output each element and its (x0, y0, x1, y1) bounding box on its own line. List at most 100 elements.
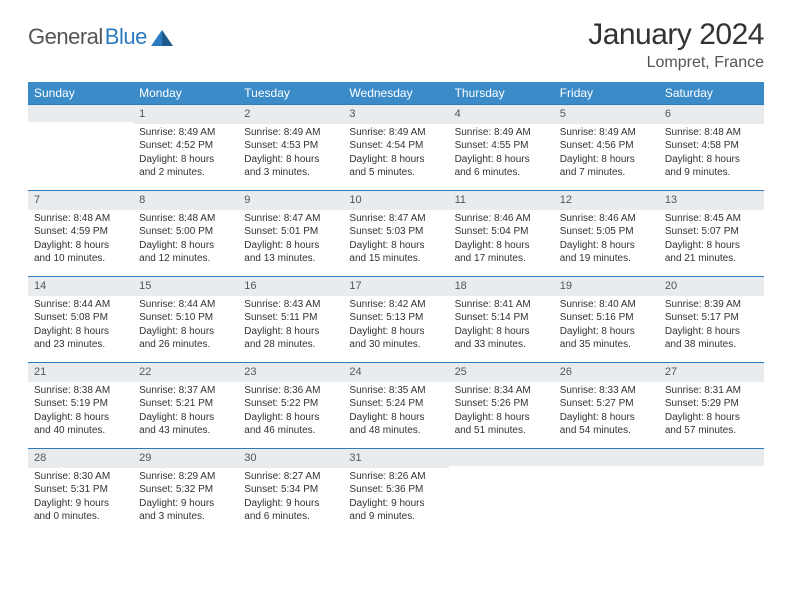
calendar-day-cell: 25Sunrise: 8:34 AMSunset: 5:26 PMDayligh… (449, 362, 554, 448)
calendar-day-cell: 8Sunrise: 8:48 AMSunset: 5:00 PMDaylight… (133, 190, 238, 276)
daylight-text: Daylight: 8 hours and 51 minutes. (455, 411, 548, 438)
sunset-text: Sunset: 5:24 PM (349, 397, 442, 411)
day-number-bar: 10 (343, 190, 448, 210)
calendar-week-row: 1Sunrise: 8:49 AMSunset: 4:52 PMDaylight… (28, 104, 764, 190)
day-body: Sunrise: 8:35 AMSunset: 5:24 PMDaylight:… (343, 382, 448, 442)
day-number-bar: 19 (554, 276, 659, 296)
sunrise-text: Sunrise: 8:46 AM (455, 212, 548, 226)
sunrise-text: Sunrise: 8:42 AM (349, 298, 442, 312)
daylight-text: Daylight: 9 hours and 9 minutes. (349, 497, 442, 524)
sunrise-text: Sunrise: 8:41 AM (455, 298, 548, 312)
day-number-bar: 6 (659, 104, 764, 124)
daylight-text: Daylight: 8 hours and 12 minutes. (139, 239, 232, 266)
daylight-text: Daylight: 8 hours and 17 minutes. (455, 239, 548, 266)
daylight-text: Daylight: 8 hours and 19 minutes. (560, 239, 653, 266)
sunset-text: Sunset: 5:03 PM (349, 225, 442, 239)
weekday-header: Monday (133, 82, 238, 104)
sunset-text: Sunset: 5:26 PM (455, 397, 548, 411)
sunrise-text: Sunrise: 8:31 AM (665, 384, 758, 398)
logo: GeneralBlue (28, 24, 173, 50)
calendar-day-cell: 30Sunrise: 8:27 AMSunset: 5:34 PMDayligh… (238, 448, 343, 534)
sunset-text: Sunset: 4:55 PM (455, 139, 548, 153)
day-body: Sunrise: 8:48 AMSunset: 4:59 PMDaylight:… (28, 210, 133, 270)
day-number-bar: 17 (343, 276, 448, 296)
sunset-text: Sunset: 5:22 PM (244, 397, 337, 411)
calendar-day-cell (554, 448, 659, 534)
sunrise-text: Sunrise: 8:44 AM (34, 298, 127, 312)
sunrise-text: Sunrise: 8:27 AM (244, 470, 337, 484)
daylight-text: Daylight: 8 hours and 54 minutes. (560, 411, 653, 438)
calendar-day-cell: 31Sunrise: 8:26 AMSunset: 5:36 PMDayligh… (343, 448, 448, 534)
daylight-text: Daylight: 8 hours and 26 minutes. (139, 325, 232, 352)
sunset-text: Sunset: 5:17 PM (665, 311, 758, 325)
daylight-text: Daylight: 8 hours and 46 minutes. (244, 411, 337, 438)
day-number-bar: 1 (133, 104, 238, 124)
sunset-text: Sunset: 5:36 PM (349, 483, 442, 497)
weekday-header: Thursday (449, 82, 554, 104)
calendar-day-cell: 10Sunrise: 8:47 AMSunset: 5:03 PMDayligh… (343, 190, 448, 276)
day-body: Sunrise: 8:41 AMSunset: 5:14 PMDaylight:… (449, 296, 554, 356)
sunrise-text: Sunrise: 8:49 AM (455, 126, 548, 140)
daylight-text: Daylight: 8 hours and 21 minutes. (665, 239, 758, 266)
day-body: Sunrise: 8:49 AMSunset: 4:53 PMDaylight:… (238, 124, 343, 184)
daylight-text: Daylight: 8 hours and 13 minutes. (244, 239, 337, 266)
day-number-bar: 26 (554, 362, 659, 382)
calendar-day-cell: 16Sunrise: 8:43 AMSunset: 5:11 PMDayligh… (238, 276, 343, 362)
daylight-text: Daylight: 8 hours and 57 minutes. (665, 411, 758, 438)
sunrise-text: Sunrise: 8:49 AM (349, 126, 442, 140)
calendar-day-cell: 13Sunrise: 8:45 AMSunset: 5:07 PMDayligh… (659, 190, 764, 276)
calendar-day-cell: 6Sunrise: 8:48 AMSunset: 4:58 PMDaylight… (659, 104, 764, 190)
day-body: Sunrise: 8:46 AMSunset: 5:04 PMDaylight:… (449, 210, 554, 270)
day-number-bar: 2 (238, 104, 343, 124)
daylight-text: Daylight: 8 hours and 40 minutes. (34, 411, 127, 438)
sunset-text: Sunset: 5:19 PM (34, 397, 127, 411)
calendar-day-cell: 14Sunrise: 8:44 AMSunset: 5:08 PMDayligh… (28, 276, 133, 362)
day-number-bar: 21 (28, 362, 133, 382)
day-number-bar: 16 (238, 276, 343, 296)
sunset-text: Sunset: 5:13 PM (349, 311, 442, 325)
day-body: Sunrise: 8:46 AMSunset: 5:05 PMDaylight:… (554, 210, 659, 270)
calendar-day-cell (449, 448, 554, 534)
logo-triangle-icon (151, 28, 173, 46)
day-number-bar: 28 (28, 448, 133, 468)
day-number-bar: 4 (449, 104, 554, 124)
day-number-bar: 5 (554, 104, 659, 124)
day-body: Sunrise: 8:49 AMSunset: 4:54 PMDaylight:… (343, 124, 448, 184)
day-number-bar (659, 448, 764, 466)
calendar-day-cell: 22Sunrise: 8:37 AMSunset: 5:21 PMDayligh… (133, 362, 238, 448)
day-number-bar: 3 (343, 104, 448, 124)
daylight-text: Daylight: 8 hours and 48 minutes. (349, 411, 442, 438)
weekday-header: Saturday (659, 82, 764, 104)
day-body: Sunrise: 8:44 AMSunset: 5:08 PMDaylight:… (28, 296, 133, 356)
sunrise-text: Sunrise: 8:26 AM (349, 470, 442, 484)
day-number-bar: 20 (659, 276, 764, 296)
day-body: Sunrise: 8:31 AMSunset: 5:29 PMDaylight:… (659, 382, 764, 442)
daylight-text: Daylight: 8 hours and 6 minutes. (455, 153, 548, 180)
sunset-text: Sunset: 5:29 PM (665, 397, 758, 411)
calendar-day-cell (659, 448, 764, 534)
sunrise-text: Sunrise: 8:45 AM (665, 212, 758, 226)
day-number-bar: 8 (133, 190, 238, 210)
weekday-header: Wednesday (343, 82, 448, 104)
sunrise-text: Sunrise: 8:48 AM (34, 212, 127, 226)
day-body: Sunrise: 8:27 AMSunset: 5:34 PMDaylight:… (238, 468, 343, 528)
daylight-text: Daylight: 8 hours and 9 minutes. (665, 153, 758, 180)
sunrise-text: Sunrise: 8:47 AM (349, 212, 442, 226)
day-number-bar: 24 (343, 362, 448, 382)
calendar-day-cell: 15Sunrise: 8:44 AMSunset: 5:10 PMDayligh… (133, 276, 238, 362)
day-number-bar: 15 (133, 276, 238, 296)
sunrise-text: Sunrise: 8:33 AM (560, 384, 653, 398)
sunset-text: Sunset: 5:04 PM (455, 225, 548, 239)
sunrise-text: Sunrise: 8:49 AM (139, 126, 232, 140)
daylight-text: Daylight: 8 hours and 2 minutes. (139, 153, 232, 180)
day-number-bar: 23 (238, 362, 343, 382)
daylight-text: Daylight: 8 hours and 35 minutes. (560, 325, 653, 352)
weekday-header: Friday (554, 82, 659, 104)
month-title: January 2024 (588, 18, 764, 52)
sunrise-text: Sunrise: 8:38 AM (34, 384, 127, 398)
day-body: Sunrise: 8:40 AMSunset: 5:16 PMDaylight:… (554, 296, 659, 356)
daylight-text: Daylight: 8 hours and 10 minutes. (34, 239, 127, 266)
day-body: Sunrise: 8:34 AMSunset: 5:26 PMDaylight:… (449, 382, 554, 442)
daylight-text: Daylight: 8 hours and 30 minutes. (349, 325, 442, 352)
calendar-day-cell: 1Sunrise: 8:49 AMSunset: 4:52 PMDaylight… (133, 104, 238, 190)
